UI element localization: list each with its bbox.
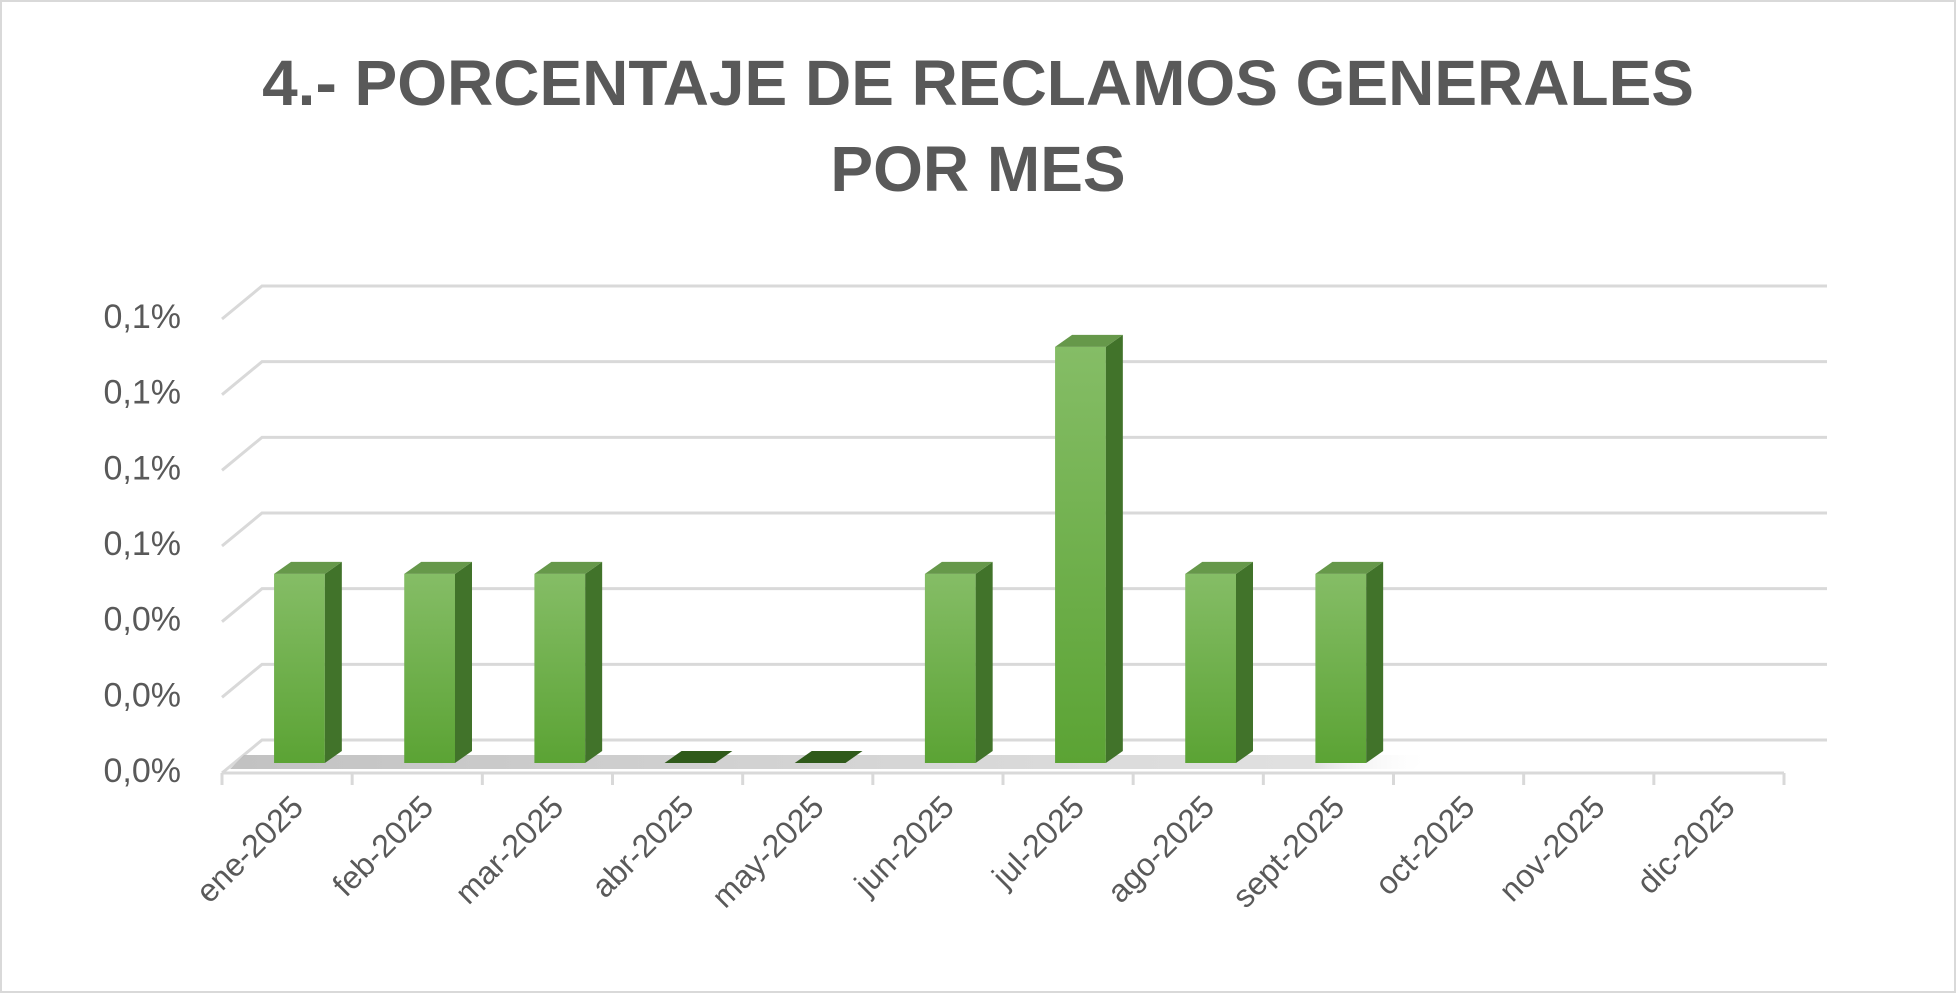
bar-top bbox=[794, 751, 863, 763]
bar-front bbox=[404, 573, 455, 763]
grid-line bbox=[221, 662, 1827, 699]
x-tick-label: ago-2025 bbox=[1100, 788, 1221, 909]
y-tick-label: 0,1% bbox=[104, 298, 182, 336]
bar-front bbox=[924, 573, 976, 763]
bar-side bbox=[1235, 561, 1253, 763]
chart-title: 4.- PORCENTAJE DE RECLAMOS GENERALES POR… bbox=[262, 47, 1694, 205]
bar-top bbox=[924, 561, 993, 574]
x-tick-label: sept-2025 bbox=[1225, 788, 1351, 914]
bar bbox=[664, 751, 733, 763]
grid-line bbox=[221, 284, 1827, 321]
x-tick-label: nov-2025 bbox=[1492, 788, 1612, 908]
bar-top bbox=[404, 561, 472, 574]
x-tick-label: mar-2025 bbox=[448, 788, 570, 910]
x-tick-label: dic-2025 bbox=[1630, 788, 1742, 900]
y-tick-label: 0,1% bbox=[104, 449, 182, 487]
bar bbox=[1185, 561, 1253, 763]
bar bbox=[794, 751, 863, 763]
y-tick-label: 0,1% bbox=[104, 374, 182, 412]
grid-line bbox=[221, 360, 1827, 396]
bar-front bbox=[1055, 346, 1106, 763]
bar-front bbox=[274, 573, 325, 763]
x-tick-label: oct-2025 bbox=[1368, 788, 1482, 902]
grid-line bbox=[221, 587, 1827, 623]
y-tick-label: 0,0% bbox=[104, 676, 182, 714]
bar-side bbox=[1366, 561, 1384, 763]
bar bbox=[534, 561, 603, 763]
bar-side bbox=[585, 561, 603, 763]
x-tick-label: feb-2025 bbox=[325, 788, 440, 903]
bar-side bbox=[1105, 334, 1123, 763]
bar-top bbox=[664, 751, 733, 763]
x-tick-label: jun-2025 bbox=[847, 788, 961, 902]
y-tick-label: 0,0% bbox=[104, 601, 182, 639]
bar-side bbox=[324, 561, 342, 763]
bar-top bbox=[274, 561, 342, 574]
bar bbox=[1055, 334, 1123, 763]
bar-side bbox=[454, 561, 472, 763]
bar-top bbox=[1315, 561, 1384, 574]
x-tick-label: abr-2025 bbox=[584, 788, 700, 904]
y-tick-label: 0,1% bbox=[104, 525, 182, 563]
bar-top bbox=[534, 561, 603, 574]
bar-side bbox=[975, 561, 993, 763]
bar-top bbox=[1055, 334, 1123, 347]
bar-front bbox=[1315, 573, 1367, 763]
y-tick-label: 0,0% bbox=[104, 752, 182, 790]
bar-top bbox=[1185, 561, 1253, 574]
grid-line bbox=[221, 435, 1827, 472]
bar bbox=[404, 561, 472, 763]
x-tick-label: ene-2025 bbox=[189, 788, 310, 909]
bar-front bbox=[534, 573, 586, 763]
grid-line bbox=[221, 738, 1827, 775]
x-tick-label: jul-2025 bbox=[984, 788, 1091, 895]
bar bbox=[1315, 561, 1384, 763]
grid-line bbox=[221, 511, 1827, 548]
bar bbox=[274, 561, 342, 763]
x-tick-label: may-2025 bbox=[705, 788, 831, 914]
bar-front bbox=[1185, 573, 1236, 763]
bar bbox=[924, 561, 993, 763]
